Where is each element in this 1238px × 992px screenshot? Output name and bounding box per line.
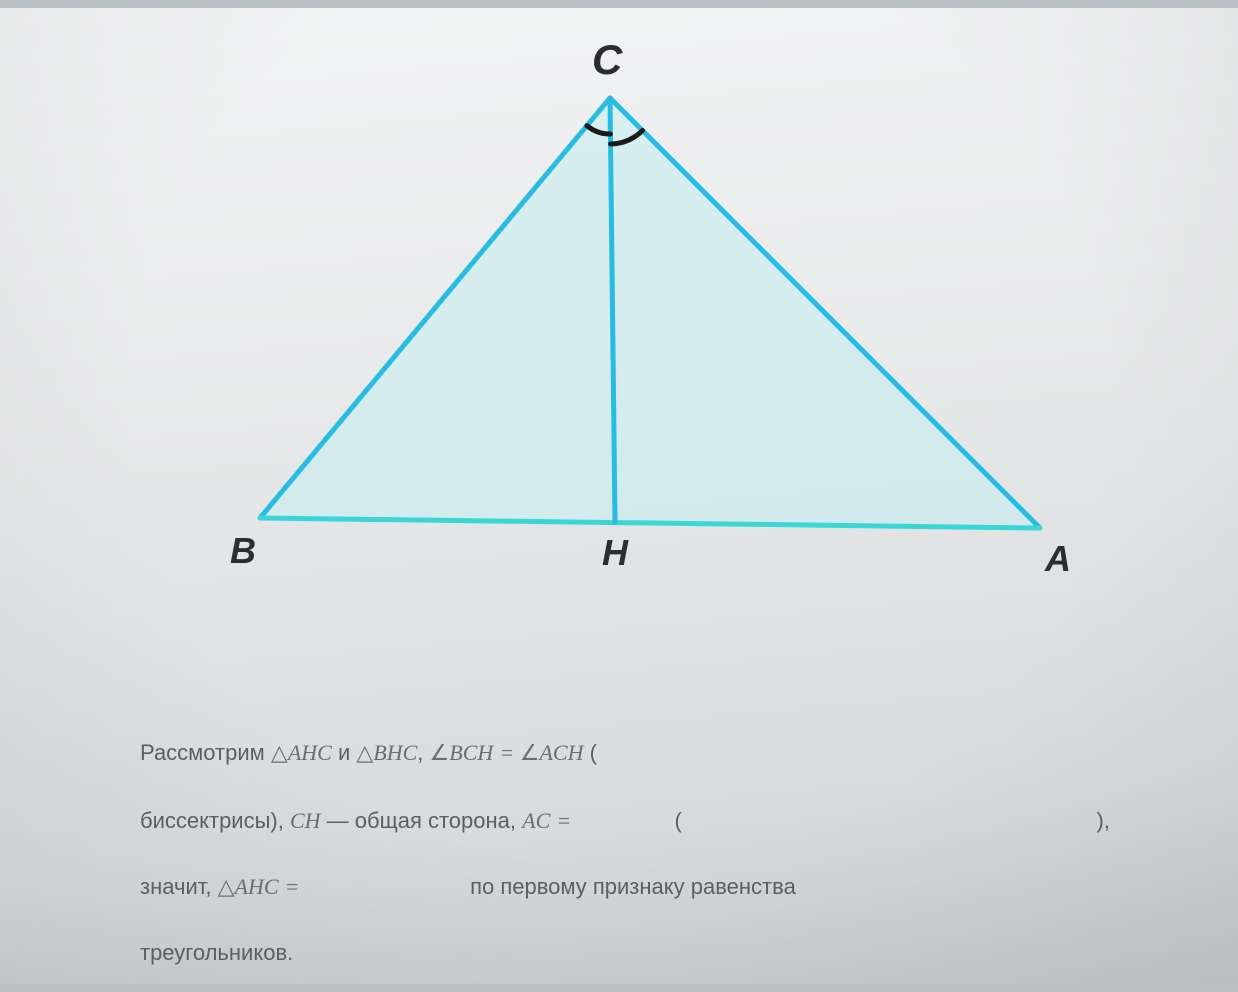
triangle-symbol: △ <box>271 740 288 765</box>
vertex-label-B: B <box>230 530 256 572</box>
angle-symbol: ∠ <box>520 740 540 765</box>
proof-line-4: треугольников. <box>140 936 1140 969</box>
blank-3[interactable] <box>305 874 464 899</box>
triangle-symbol: △ <box>218 874 235 899</box>
vertex-label-C: C <box>592 36 622 84</box>
vertex-label-H: H <box>602 532 628 574</box>
blank-2[interactable] <box>688 808 1030 833</box>
proof-line-1: Рассмотрим △AHC и △BHC, ∠BCH = ∠ACH ( <box>140 736 1140 769</box>
text: , <box>417 740 429 765</box>
equals: = <box>499 740 519 765</box>
triangle-diagram: C B H A <box>140 38 1100 578</box>
text: биссектрисы), <box>140 808 290 833</box>
equals: = <box>556 808 576 833</box>
blank-1[interactable] <box>577 808 669 833</box>
math-BHC: BHC <box>373 740 417 765</box>
proof-line-2: биссектрисы), CH — общая сторона, AC = (… <box>140 804 1140 837</box>
math-BCH: BCH <box>449 740 493 765</box>
text: по первому признаку равенства <box>470 874 796 899</box>
math-AHC: AHC <box>235 874 279 899</box>
math-ACH: ACH <box>539 740 583 765</box>
text: ( <box>675 808 682 833</box>
angle-symbol: ∠ <box>430 740 450 765</box>
vertex-label-A: A <box>1045 538 1071 580</box>
proof-line-3: значит, △AHC = по первому признаку равен… <box>140 870 1140 903</box>
math-CH: CH <box>290 808 321 833</box>
equals: = <box>285 874 305 899</box>
text: и <box>338 740 356 765</box>
screen-photo-region: C B H A Рассмотрим △AHC и △BHC, ∠BCH = ∠… <box>0 8 1238 984</box>
text: треугольников. <box>140 940 293 965</box>
math-AC: AC <box>522 808 550 833</box>
text: Рассмотрим <box>140 740 271 765</box>
triangle-svg <box>140 38 1100 578</box>
text: — общая сторона, <box>327 808 522 833</box>
math-AHC: AHC <box>288 740 332 765</box>
text: ( <box>590 740 597 765</box>
text: значит, <box>140 874 218 899</box>
triangle-symbol: △ <box>356 740 373 765</box>
text: ), <box>1097 804 1110 837</box>
